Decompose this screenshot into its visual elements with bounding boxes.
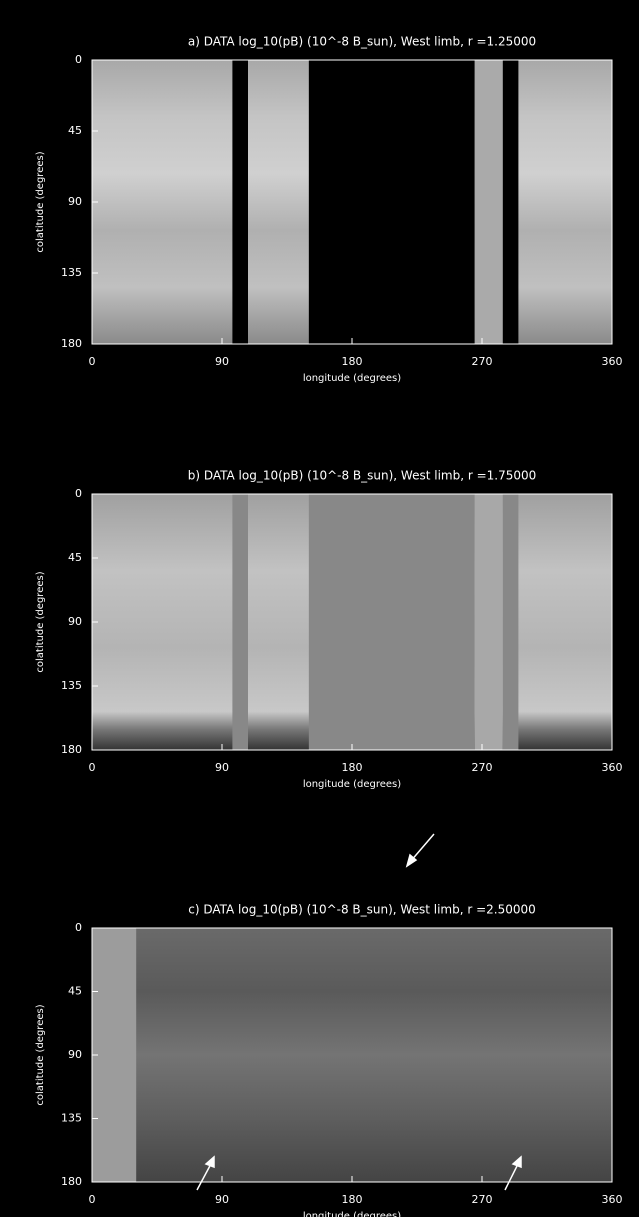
x-tick-label: 180 [342,355,363,368]
image-band [232,494,248,750]
image-band [502,494,519,750]
x-tick-label: 360 [602,761,623,774]
arrow [409,833,435,863]
image-band [232,60,248,344]
arrow-head [405,853,418,868]
x-tick-label: 90 [215,761,229,774]
x-axis-label: longitude (degrees) [303,373,401,384]
x-axis-label: longitude (degrees) [303,1211,401,1217]
annotation-arrows [196,833,522,1191]
y-tick-label: 45 [68,551,82,564]
y-axis-label: colatitude (degrees) [35,571,46,672]
arrow-head [511,1155,522,1169]
y-tick-label: 90 [68,1048,82,1061]
image [92,928,612,1182]
y-tick-label: 0 [75,53,82,66]
x-tick-label: 180 [342,761,363,774]
y-tick-label: 135 [61,1112,82,1125]
x-tick-label: 180 [342,1193,363,1206]
image-band [308,60,475,344]
x-tick-label: 360 [602,355,623,368]
chart-title: c) DATA log_10(pB) (10^-8 B_sun), West l… [188,903,536,917]
image-band [474,494,503,750]
x-tick-label: 90 [215,1193,229,1206]
y-tick-label: 90 [68,195,82,208]
arrow-head [204,1155,215,1169]
y-tick-label: 90 [68,615,82,628]
image-band [502,60,519,344]
x-tick-label: 90 [215,355,229,368]
arrow [196,1161,213,1191]
y-tick-label: 180 [61,1175,82,1188]
x-tick-label: 0 [89,355,96,368]
y-tick-label: 135 [61,266,82,279]
image-band [308,494,475,750]
x-tick-label: 270 [472,761,493,774]
x-tick-label: 0 [89,1193,96,1206]
y-tick-label: 180 [61,337,82,350]
x-tick-label: 270 [472,355,493,368]
y-tick-label: 0 [75,487,82,500]
y-tick-label: 180 [61,743,82,756]
image-band [92,928,137,1182]
x-tick-label: 360 [602,1193,623,1206]
y-tick-label: 135 [61,679,82,692]
chart-title: a) DATA log_10(pB) (10^-8 B_sun), West l… [188,35,536,49]
chart-title: b) DATA log_10(pB) (10^-8 B_sun), West l… [188,469,537,483]
y-tick-label: 45 [68,985,82,998]
x-tick-label: 0 [89,761,96,774]
image-band [474,60,503,344]
y-axis-label: colatitude (degrees) [35,151,46,252]
x-axis-label: longitude (degrees) [303,779,401,790]
y-tick-label: 0 [75,921,82,934]
x-tick-label: 270 [472,1193,493,1206]
arrow [504,1161,520,1191]
y-tick-label: 45 [68,124,82,137]
y-axis-label: colatitude (degrees) [35,1004,46,1105]
